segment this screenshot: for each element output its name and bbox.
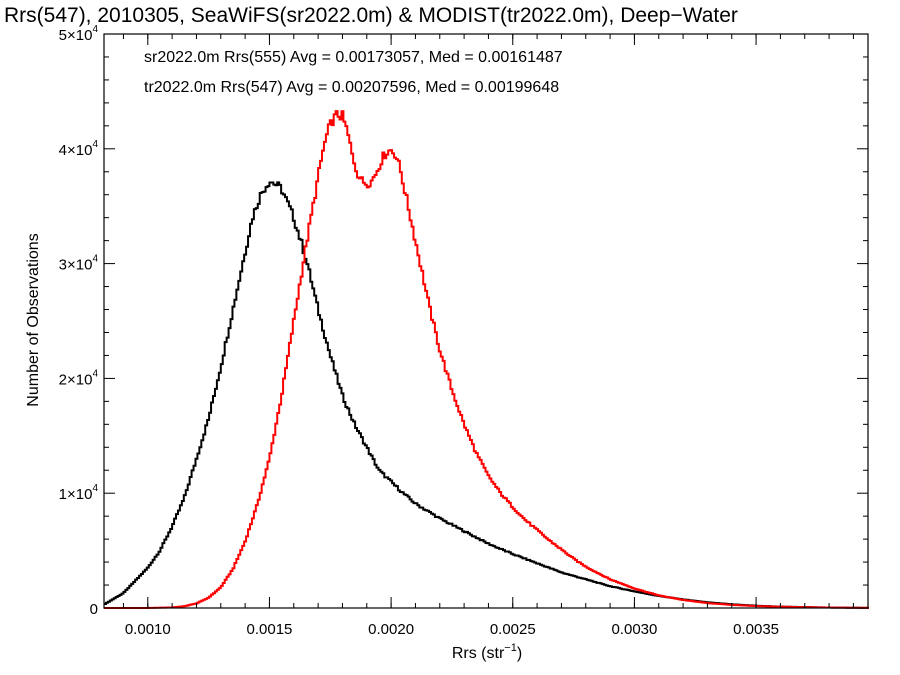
legend-entry-tr2022: tr2022.0m Rrs(547) Avg = 0.00207596, Med… — [144, 79, 559, 96]
series-line-sr2022 — [104, 181, 869, 609]
y-tick-label-2: 2×104 — [59, 368, 99, 388]
x-tick-label-5: 0.0035 — [733, 621, 779, 638]
legend-entry-sr2022: sr2022.0m Rrs(555) Avg = 0.00173057, Med… — [144, 49, 563, 66]
y-tick-label-0: 0 — [90, 601, 98, 618]
chart-title: Rrs(547), 2010305, SeaWiFS(sr2022.0m) & … — [4, 4, 738, 27]
x-tick-label-2: 0.0020 — [368, 621, 414, 638]
y-tick-label-3: 3×104 — [59, 254, 99, 274]
y-axis-label: Number of Observations — [25, 233, 42, 406]
y-tick-label-5: 5×104 — [59, 24, 99, 44]
x-axis-label: Rrs (str−1) — [452, 642, 522, 662]
y-tick-label-4: 4×104 — [59, 139, 99, 159]
x-tick-label-0: 0.0010 — [125, 621, 171, 638]
plot-frame — [103, 33, 869, 609]
x-tick-label-3: 0.0025 — [490, 621, 536, 638]
y-tick-label-1: 1×104 — [59, 483, 99, 503]
x-tick-label-4: 0.0030 — [611, 621, 657, 638]
plot-area: 0.0010 0.0015 0.0020 0.0025 0.0030 0.0035 0 1×1… — [59, 24, 869, 638]
x-tick-label-1: 0.0015 — [247, 621, 293, 638]
series-line-tr2022 — [104, 110, 869, 609]
